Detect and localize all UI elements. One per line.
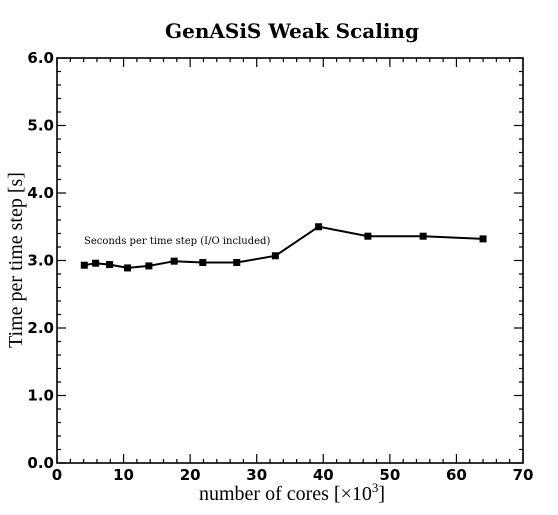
data-point — [106, 261, 114, 269]
x-tick-label: 20 — [180, 466, 201, 484]
y-tick-labels: 0.0 1.0 2.0 3.0 4.0 5.0 6.0 — [27, 49, 54, 472]
data-point — [419, 232, 427, 240]
y-tick-label: 1.0 — [27, 387, 54, 405]
x-tick-label: 10 — [113, 466, 134, 484]
axis-ticks — [56, 57, 524, 464]
data-point — [145, 262, 153, 270]
data-point — [364, 232, 372, 240]
x-tick-label: 0 — [52, 466, 62, 484]
x-tick-label: 60 — [446, 466, 467, 484]
data-point — [479, 235, 487, 243]
data-point — [92, 259, 100, 267]
data-point — [271, 252, 279, 260]
x-tick-label: 50 — [379, 466, 400, 484]
x-axis-label: number of cores [×103] — [199, 480, 385, 505]
chart-title: GenASiS Weak Scaling — [165, 19, 419, 43]
y-tick-label: 3.0 — [27, 252, 54, 270]
data-point — [199, 259, 207, 267]
y-axis-label: Time per time step [s] — [5, 172, 27, 348]
y-tick-label: 0.0 — [27, 454, 54, 472]
x-tick-labels: 0 10 20 30 40 50 60 70 — [52, 466, 534, 484]
data-point — [315, 223, 323, 231]
series-annotation: Seconds per time step (I/O included) — [84, 236, 270, 247]
data-point — [233, 259, 241, 267]
y-tick-label: 6.0 — [27, 49, 54, 67]
y-tick-label: 2.0 — [27, 319, 54, 337]
y-tick-label: 4.0 — [27, 184, 54, 202]
data-point — [170, 257, 178, 265]
series-markers — [80, 223, 487, 272]
x-tick-label: 70 — [513, 466, 534, 484]
x-tick-label: 30 — [246, 466, 267, 484]
data-point — [80, 261, 88, 269]
data-point — [124, 264, 132, 272]
y-tick-label: 5.0 — [27, 117, 54, 135]
x-tick-label: 40 — [313, 466, 334, 484]
plot-frame — [56, 57, 524, 464]
